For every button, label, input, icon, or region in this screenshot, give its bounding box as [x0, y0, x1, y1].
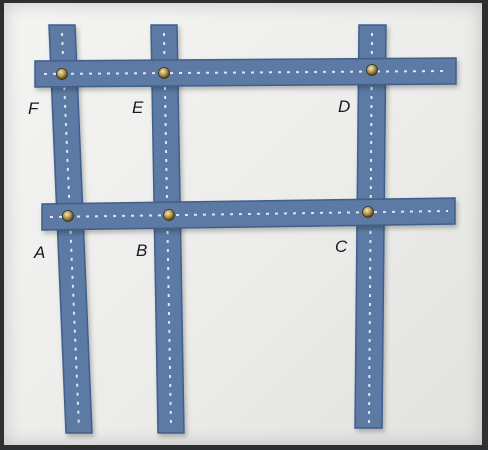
label-A: A: [34, 243, 46, 262]
label-D: D: [338, 97, 351, 116]
label-E: E: [132, 98, 144, 117]
horizontal-strip-top: [34, 57, 457, 88]
joint-E-rivet: [158, 67, 170, 79]
label-F: F: [28, 99, 39, 118]
label-C: C: [335, 237, 348, 256]
joint-F-rivet: [56, 68, 68, 80]
joint-D-rivet: [366, 64, 378, 76]
label-B: B: [136, 241, 148, 260]
joint-C-rivet: [362, 206, 374, 218]
photo: F E D A B C: [4, 3, 482, 445]
vertical-strip-right: [354, 24, 387, 429]
linkage-drawing: [34, 24, 457, 434]
joint-A-rivet: [62, 210, 74, 222]
vertical-strip-middle: [150, 24, 185, 434]
horizontal-strip-middle: [41, 197, 456, 231]
joint-B-rivet: [163, 209, 175, 221]
